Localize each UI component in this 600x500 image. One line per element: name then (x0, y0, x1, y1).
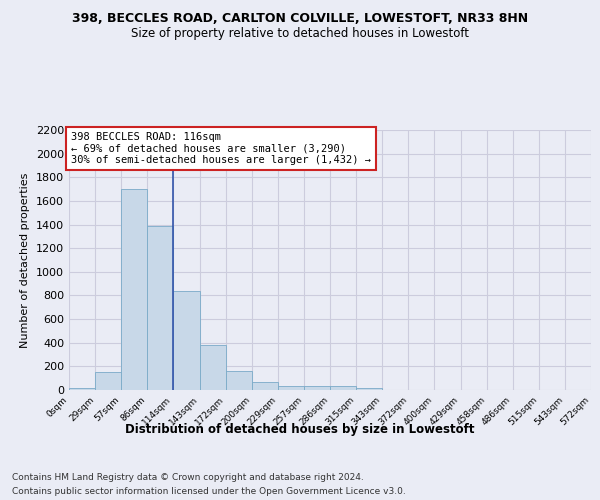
Bar (69, 388, 95, 390)
Bar (95, 372, 121, 390)
Text: Contains HM Land Registry data © Crown copyright and database right 2024.: Contains HM Land Registry data © Crown c… (12, 472, 364, 482)
Bar (304, 386, 330, 390)
Text: Size of property relative to detached houses in Lowestoft: Size of property relative to detached ho… (131, 28, 469, 40)
Text: Contains public sector information licensed under the Open Government Licence v3: Contains public sector information licen… (12, 488, 406, 496)
Text: 398, BECCLES ROAD, CARLTON COLVILLE, LOWESTOFT, NR33 8HN: 398, BECCLES ROAD, CARLTON COLVILLE, LOW… (72, 12, 528, 26)
Text: Distribution of detached houses by size in Lowestoft: Distribution of detached houses by size … (125, 422, 475, 436)
Y-axis label: Number of detached properties: Number of detached properties (20, 172, 31, 348)
Bar (330, 386, 356, 390)
Bar (278, 386, 304, 390)
Bar (226, 370, 251, 390)
Bar (173, 292, 199, 390)
Bar (121, 189, 148, 390)
Bar (251, 382, 278, 390)
Text: 398 BECCLES ROAD: 116sqm
← 69% of detached houses are smaller (3,290)
30% of sem: 398 BECCLES ROAD: 116sqm ← 69% of detach… (71, 132, 371, 165)
Bar (199, 344, 226, 390)
Bar (356, 388, 382, 390)
Bar (148, 226, 173, 390)
